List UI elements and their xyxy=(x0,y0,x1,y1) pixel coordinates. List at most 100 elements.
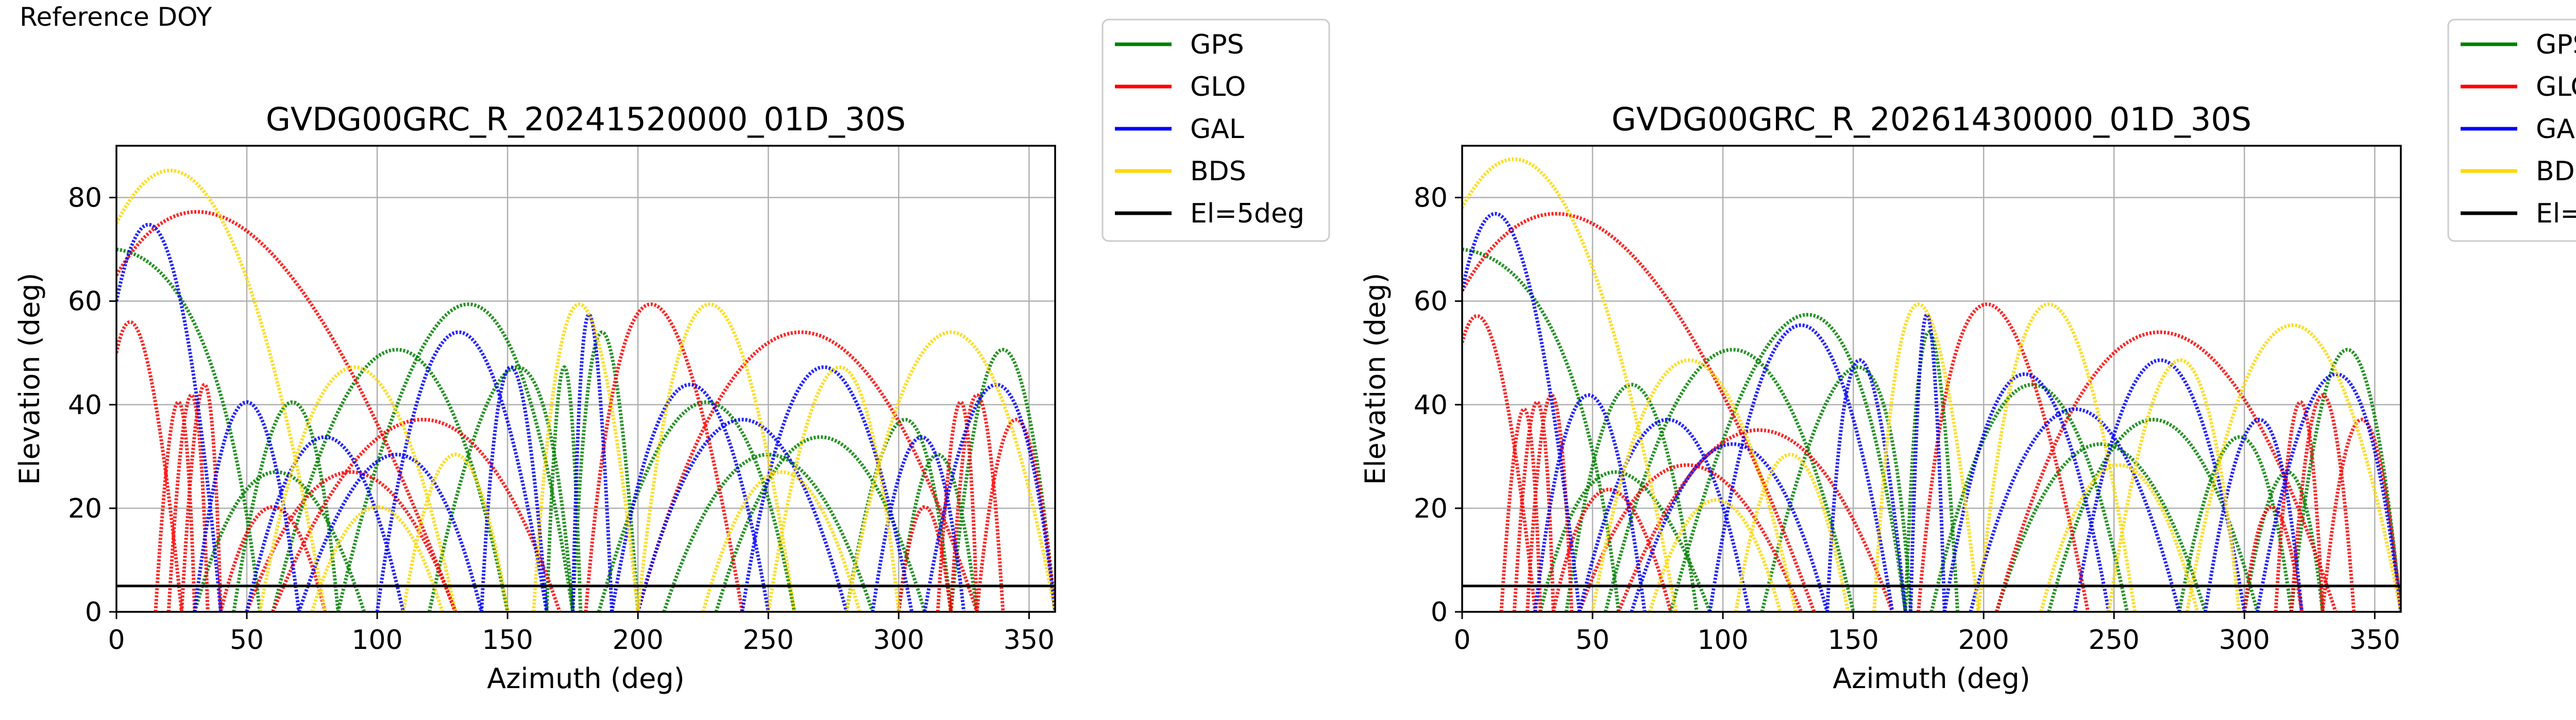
satellite-track-gps xyxy=(336,302,575,612)
satellite-track-gps xyxy=(232,400,340,612)
x-tick-label: 200 xyxy=(1958,625,2009,656)
satellite-track-bds xyxy=(844,330,1055,612)
satellite-track-gps xyxy=(427,365,575,612)
x-tick-label: 300 xyxy=(873,625,924,656)
satellite-track-glo xyxy=(1617,428,1894,612)
satellite-track-glo xyxy=(2274,400,2325,612)
x-tick-label: 0 xyxy=(108,625,125,656)
satellite-track-bds xyxy=(701,470,861,612)
satellite-track-gal xyxy=(740,365,914,612)
satellite-tracks xyxy=(1462,157,2401,612)
satellite-track-gps xyxy=(1462,247,1621,612)
satellite-track-bds xyxy=(1590,358,1798,612)
satellite-track-gps xyxy=(597,400,796,612)
satellite-track-gps xyxy=(116,247,262,612)
satellite-track-gal xyxy=(571,313,614,612)
plot-frame xyxy=(115,145,1056,613)
satellite-track-bds xyxy=(258,365,457,612)
x-tick-label: 350 xyxy=(2349,625,2400,656)
y-axis-label: Elevation (deg) xyxy=(13,273,46,485)
satellite-track-gps xyxy=(1669,313,1907,612)
x-tick-label: 250 xyxy=(743,625,794,656)
satellite-track-glo xyxy=(166,393,210,612)
x-axis-label: Azimuth (deg) xyxy=(1833,662,2030,695)
satellite-track-gal xyxy=(1462,212,1582,612)
chart-panel-1: GVDG00GRC_R_20241520000_01D_30S 0 50 100 15… xyxy=(13,19,1330,695)
satellite-track-glo xyxy=(1462,212,1816,612)
satellite-track-gal xyxy=(245,435,405,612)
satellite-track-glo xyxy=(2320,418,2401,612)
y-ticks: 0 20 40 60 80 xyxy=(1414,183,1462,628)
satellite-track-glo xyxy=(245,470,457,612)
y-tick-label: 80 xyxy=(1414,183,1448,214)
x-ticks: 0 50 100 150 200 250 300 350 xyxy=(108,612,1055,656)
satellite-track-glo xyxy=(116,210,457,612)
x-tick-label: 150 xyxy=(482,625,533,656)
plot-frame xyxy=(1461,145,2402,613)
legend-label: El=5deg xyxy=(2536,198,2576,229)
satellite-track-bds xyxy=(310,505,444,612)
satellite-track-gal xyxy=(636,418,849,612)
satellite-track-glo xyxy=(116,320,184,612)
chart-title: GVDG00GRC_R_20261430000_01D_30S xyxy=(1612,100,2251,138)
satellite-track-bds xyxy=(1734,453,1850,612)
satellite-track-glo xyxy=(154,400,197,612)
satellite-track-gps xyxy=(2177,435,2293,612)
satellite-track-gps xyxy=(1538,470,1712,612)
satellite-track-glo xyxy=(896,505,953,612)
satellite-track-bds xyxy=(2107,358,2241,612)
satellite-track-gps xyxy=(271,348,510,612)
x-tick-label: 50 xyxy=(230,625,264,656)
legend-label: GLO xyxy=(2536,72,2576,102)
satellite-track-gps xyxy=(2242,470,2325,612)
satellite-track-gps xyxy=(1903,330,1960,612)
y-ticks: 0 20 40 60 80 xyxy=(68,183,116,628)
satellite-track-gal xyxy=(1708,323,1894,612)
legend-label: GLO xyxy=(1190,72,1246,102)
satellite-track-gal xyxy=(116,222,223,612)
x-tick-label: 150 xyxy=(1828,625,1879,656)
satellite-track-glo xyxy=(1551,488,1673,612)
satellite-track-gal xyxy=(1969,407,2181,612)
satellite-track-gps xyxy=(571,330,640,612)
satellite-track-gal xyxy=(1630,442,1829,612)
satellite-track-glo xyxy=(1917,302,2090,612)
legend-label: GAL xyxy=(1190,114,1244,145)
satellite-track-glo xyxy=(180,383,223,612)
satellite-track-gps xyxy=(949,348,1055,612)
satellite-track-gal xyxy=(2073,358,2246,612)
x-tick-label: 50 xyxy=(1575,625,1609,656)
legend-label: GPS xyxy=(2536,29,2576,60)
satellite-track-glo xyxy=(1578,463,1803,612)
y-tick-label: 40 xyxy=(68,390,102,421)
satellite-track-glo xyxy=(1462,314,1537,612)
legend-label: GPS xyxy=(1190,29,1244,60)
satellite-track-bds xyxy=(532,302,640,612)
x-tick-label: 300 xyxy=(2219,625,2270,656)
satellite-track-glo xyxy=(936,400,979,612)
satellite-track-bds xyxy=(1976,302,2137,612)
legend-label: GAL xyxy=(2536,114,2576,145)
satellite-track-gps xyxy=(2289,348,2401,612)
satellite-track-gal xyxy=(1909,313,1946,612)
legend-label: El=5deg xyxy=(1190,198,1304,229)
satellite-track-gal xyxy=(610,383,770,612)
satellite-track-glo xyxy=(2242,505,2304,612)
satellite-track-bds xyxy=(636,302,796,612)
y-tick-label: 60 xyxy=(1414,286,1448,317)
chart-panel-2: GVDG00GRC_R_20261430000_01D_30S 0 50 100 15… xyxy=(1359,19,2576,695)
y-tick-label: 60 xyxy=(68,286,102,317)
y-tick-label: 20 xyxy=(68,493,102,524)
satellite-track-gal xyxy=(297,453,483,612)
satellite-track-gal xyxy=(1533,393,1647,612)
satellite-track-glo xyxy=(1499,407,1543,612)
y-tick-label: 0 xyxy=(1431,597,1448,628)
x-tick-label: 200 xyxy=(613,625,664,656)
grid xyxy=(115,146,1055,613)
x-tick-label: 100 xyxy=(351,625,402,656)
satellite-track-glo xyxy=(584,302,744,612)
satellite-track-bds xyxy=(401,453,510,612)
satellite-track-bds xyxy=(116,168,327,612)
x-tick-label: 100 xyxy=(1697,625,1748,656)
y-tick-label: 40 xyxy=(1414,390,1448,421)
